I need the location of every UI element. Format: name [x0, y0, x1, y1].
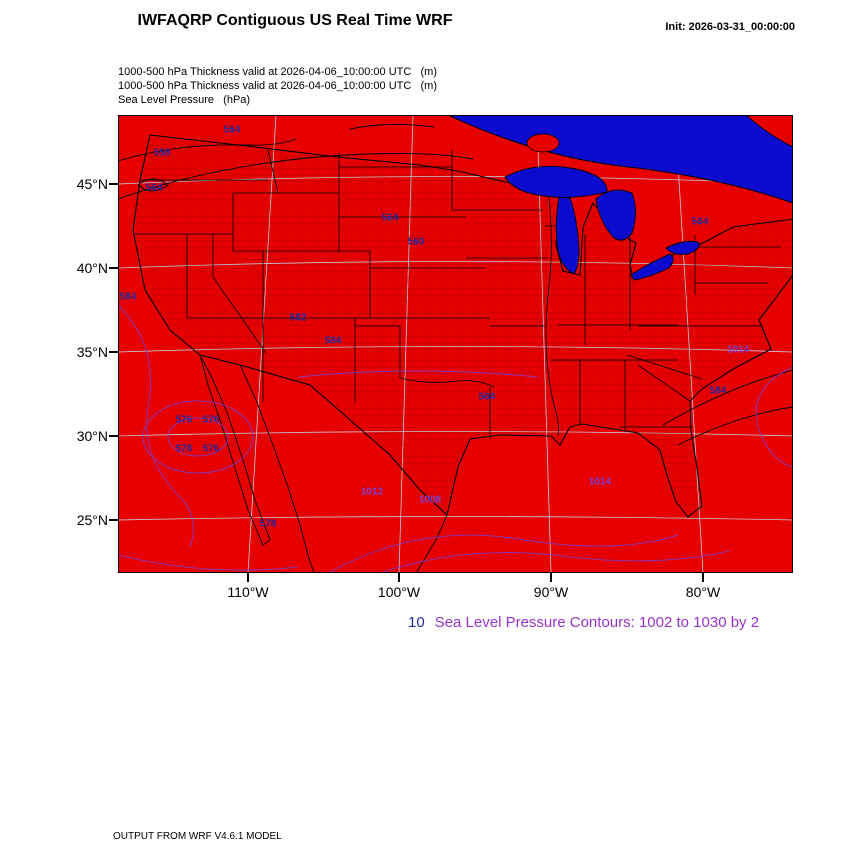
subtitle-thickness-2: 1000-500 hPa Thickness valid at 2026-04-…	[118, 80, 437, 92]
lat-axis-tick	[109, 519, 118, 521]
lat-axis-tick	[109, 267, 118, 269]
lon-axis-label: 100°W	[377, 584, 421, 600]
map-svg	[118, 115, 793, 573]
lake-ontario	[665, 240, 700, 255]
model-footer: OUTPUT FROM WRF V4.6.1 MODEL WE = 580 ; …	[113, 804, 506, 850]
lake-erie	[630, 253, 674, 281]
lon-axis-label: 80°W	[685, 584, 721, 600]
lat-axis-label: 30°N	[76, 428, 108, 444]
lon-axis-tick	[550, 573, 552, 582]
caption-prefix: 10	[408, 614, 425, 631]
caption-text: Sea Level Pressure Contours: 1002 to 103…	[434, 614, 760, 631]
slp-contour-lines	[118, 304, 793, 573]
thickness-contour-lines	[118, 123, 793, 446]
lat-axis-tick	[109, 183, 118, 185]
footer-model-line: OUTPUT FROM WRF V4.6.1 MODEL	[113, 831, 282, 842]
subtitle-thickness-1: 1000-500 hPa Thickness valid at 2026-04-…	[118, 66, 437, 78]
lake-michigan	[555, 196, 580, 275]
lat-axis-label: 35°N	[76, 344, 108, 360]
subtitle-slp: Sea Level Pressure (hPa)	[118, 94, 251, 106]
lon-axis-tick	[247, 573, 249, 582]
plot-title: IWFAQRP Contiguous US Real Time WRF	[137, 12, 453, 29]
lon-axis-tick	[702, 573, 704, 582]
mexico-baja-coast	[199, 354, 448, 573]
lat-axis-label: 45°N	[76, 176, 108, 192]
slp-caption: 10 Sea Level Pressure Contours: 1002 to …	[408, 614, 759, 631]
lat-axis-tick	[109, 435, 118, 437]
lat-axis-label: 25°N	[76, 512, 108, 528]
map-frame: 564 558 564 564 560 584 582 584 576 576 578 576 578 5…	[118, 115, 793, 573]
lon-axis-label: 110°W	[227, 584, 269, 600]
lake-huron	[595, 189, 636, 241]
mississippi-river-border	[544, 166, 559, 437]
lon-axis-label: 90°W	[533, 584, 569, 600]
lat-axis-label: 40°N	[76, 260, 108, 276]
warm-corner-wedge	[745, 115, 793, 148]
map-border	[118, 115, 793, 573]
lon-axis-tick	[398, 573, 400, 582]
great-lakes	[504, 165, 700, 281]
warm-pocket	[526, 133, 560, 153]
state-borders	[133, 149, 781, 439]
us-coastline-outline	[132, 134, 793, 518]
init-time-label: Init: 2026-03-31_00:00:00	[665, 21, 795, 33]
lat-axis-tick	[109, 351, 118, 353]
